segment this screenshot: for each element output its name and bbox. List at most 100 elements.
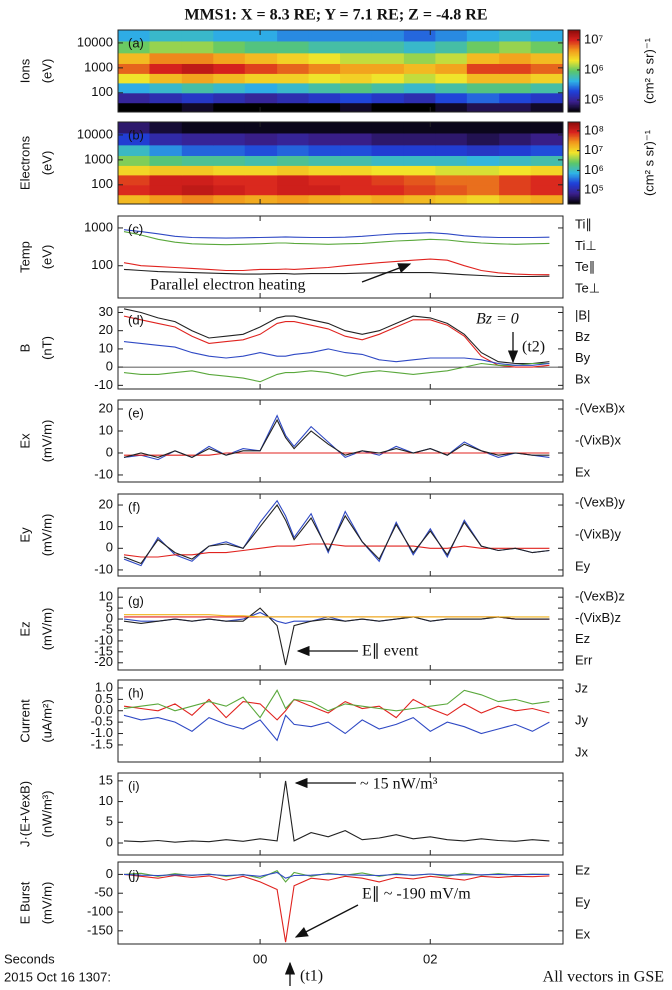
colorbar-cell <box>568 30 580 32</box>
colorbar-cell <box>568 173 580 176</box>
heatmap-cell <box>435 174 468 186</box>
annotation: (t1) <box>300 968 323 985</box>
heatmap-cell <box>371 165 405 176</box>
heatmap-cell <box>213 155 246 166</box>
heatmap-cell <box>181 82 214 94</box>
heatmap-cell <box>340 102 373 112</box>
heatmap-cell <box>244 30 278 42</box>
heatmap-cell <box>371 82 405 94</box>
colorbar-cell <box>568 86 580 88</box>
heatmap-cell <box>277 82 310 94</box>
heatmap-cell <box>277 174 310 186</box>
legend-entry: Ex <box>575 926 591 941</box>
heatmap-cell <box>149 102 183 112</box>
heatmap-cell <box>118 40 150 54</box>
heatmap-cell <box>530 165 563 176</box>
colorbar-tick-label: 10⁵ <box>584 182 604 197</box>
colorbar-cell <box>568 62 580 65</box>
series-line <box>123 231 550 246</box>
heatmap-cell <box>277 52 310 64</box>
colorbar-cell <box>568 47 580 50</box>
heatmap-cell <box>181 132 214 146</box>
y-tick-label: -10 <box>94 632 113 647</box>
colorbar-cell <box>568 161 580 164</box>
y-tick-label: 10 <box>99 518 113 533</box>
colorbar-cell <box>568 160 580 163</box>
y-tick-label: 0 <box>106 540 113 555</box>
heatmap-cell <box>435 40 468 54</box>
heatmap-cell <box>435 184 468 196</box>
y-tick-label: -50 <box>94 885 113 900</box>
heatmap-cell <box>213 30 246 42</box>
heatmap-cell <box>277 155 310 166</box>
heatmap-cell <box>530 132 563 146</box>
y-tick-label: 1000 <box>84 151 113 166</box>
series-line <box>123 268 550 278</box>
heatmap-cell <box>213 82 246 94</box>
colorbar-cell <box>568 42 580 45</box>
colorbar-cell <box>568 99 580 102</box>
heatmap-cell <box>308 30 341 42</box>
heatmap-cell <box>308 155 341 166</box>
heatmap-cell <box>244 132 278 146</box>
colorbar-cell <box>568 34 580 36</box>
heatmap-cell <box>340 184 373 196</box>
heatmap-cell <box>277 30 310 42</box>
heatmap-cell <box>244 122 278 134</box>
series-line <box>123 714 550 742</box>
heatmap-cell <box>530 174 563 186</box>
heatmap-cell <box>244 174 278 186</box>
colorbar-cell <box>568 187 580 190</box>
heatmap-cell <box>118 30 150 42</box>
heatmap-cell <box>244 165 278 176</box>
y-axis-label: (eV) <box>39 151 54 176</box>
heatmap-cell <box>530 122 563 134</box>
heatmap-cell <box>466 122 500 134</box>
colorbar-cell <box>568 145 580 147</box>
y-tick-label: 10 <box>99 422 113 437</box>
colorbar-cell <box>568 156 580 158</box>
colorbar-cell <box>568 169 580 172</box>
colorbar-tick-label: 10⁷ <box>584 31 603 46</box>
heatmap-cell <box>149 194 183 204</box>
colorbar-cell <box>568 199 580 202</box>
colorbar-cell <box>568 163 580 165</box>
colorbar-frame <box>567 121 581 205</box>
heatmap-cell <box>149 52 183 64</box>
heatmap-cell <box>403 63 436 74</box>
annotations: Parallel electron heating Bz = 0 (t2) E∥… <box>150 263 545 986</box>
panel-label: (a) <box>128 35 144 50</box>
heatmap-cell <box>118 82 150 94</box>
heatmap-cell <box>466 92 500 104</box>
heatmap-cell <box>149 30 183 42</box>
y-tick-label: -10 <box>94 377 113 392</box>
heatmap-cell <box>466 132 500 146</box>
y-tick-label: -0.5 <box>91 714 113 729</box>
heatmap-cell <box>277 165 310 176</box>
colorbar-cell <box>568 31 580 34</box>
colorbar-cell <box>568 54 580 57</box>
panel-frame <box>117 679 564 763</box>
heatmap-cell <box>244 40 278 54</box>
panel-frame <box>117 399 564 483</box>
y-tick-label: -1.5 <box>91 736 113 751</box>
series-line <box>123 362 550 383</box>
y-axis-label: E Burst <box>17 881 32 924</box>
colorbar-cell <box>568 122 580 124</box>
colorbar-cell <box>568 98 580 101</box>
y-tick-label: 5 <box>106 814 113 829</box>
legend-entry: Ti⊥ <box>575 238 597 253</box>
heatmap-cell <box>277 102 310 112</box>
colorbar-cell <box>568 80 580 83</box>
legend-entry: Jx <box>575 744 589 759</box>
heatmap-cell <box>277 122 310 134</box>
panel: 10⁸ 10⁷ 10⁶ 10⁵ (cm² s sr)⁻¹ (b) 10000 1000 100 E… <box>17 121 656 205</box>
heatmap-cell <box>466 40 500 54</box>
colorbar-cell <box>568 84 580 87</box>
heatmap-cell <box>435 52 468 64</box>
legend-entry: -(VexB)y <box>575 494 625 509</box>
heatmap-cell <box>118 122 150 134</box>
heatmap-cell <box>149 40 183 54</box>
panel-label: (i) <box>128 778 140 793</box>
